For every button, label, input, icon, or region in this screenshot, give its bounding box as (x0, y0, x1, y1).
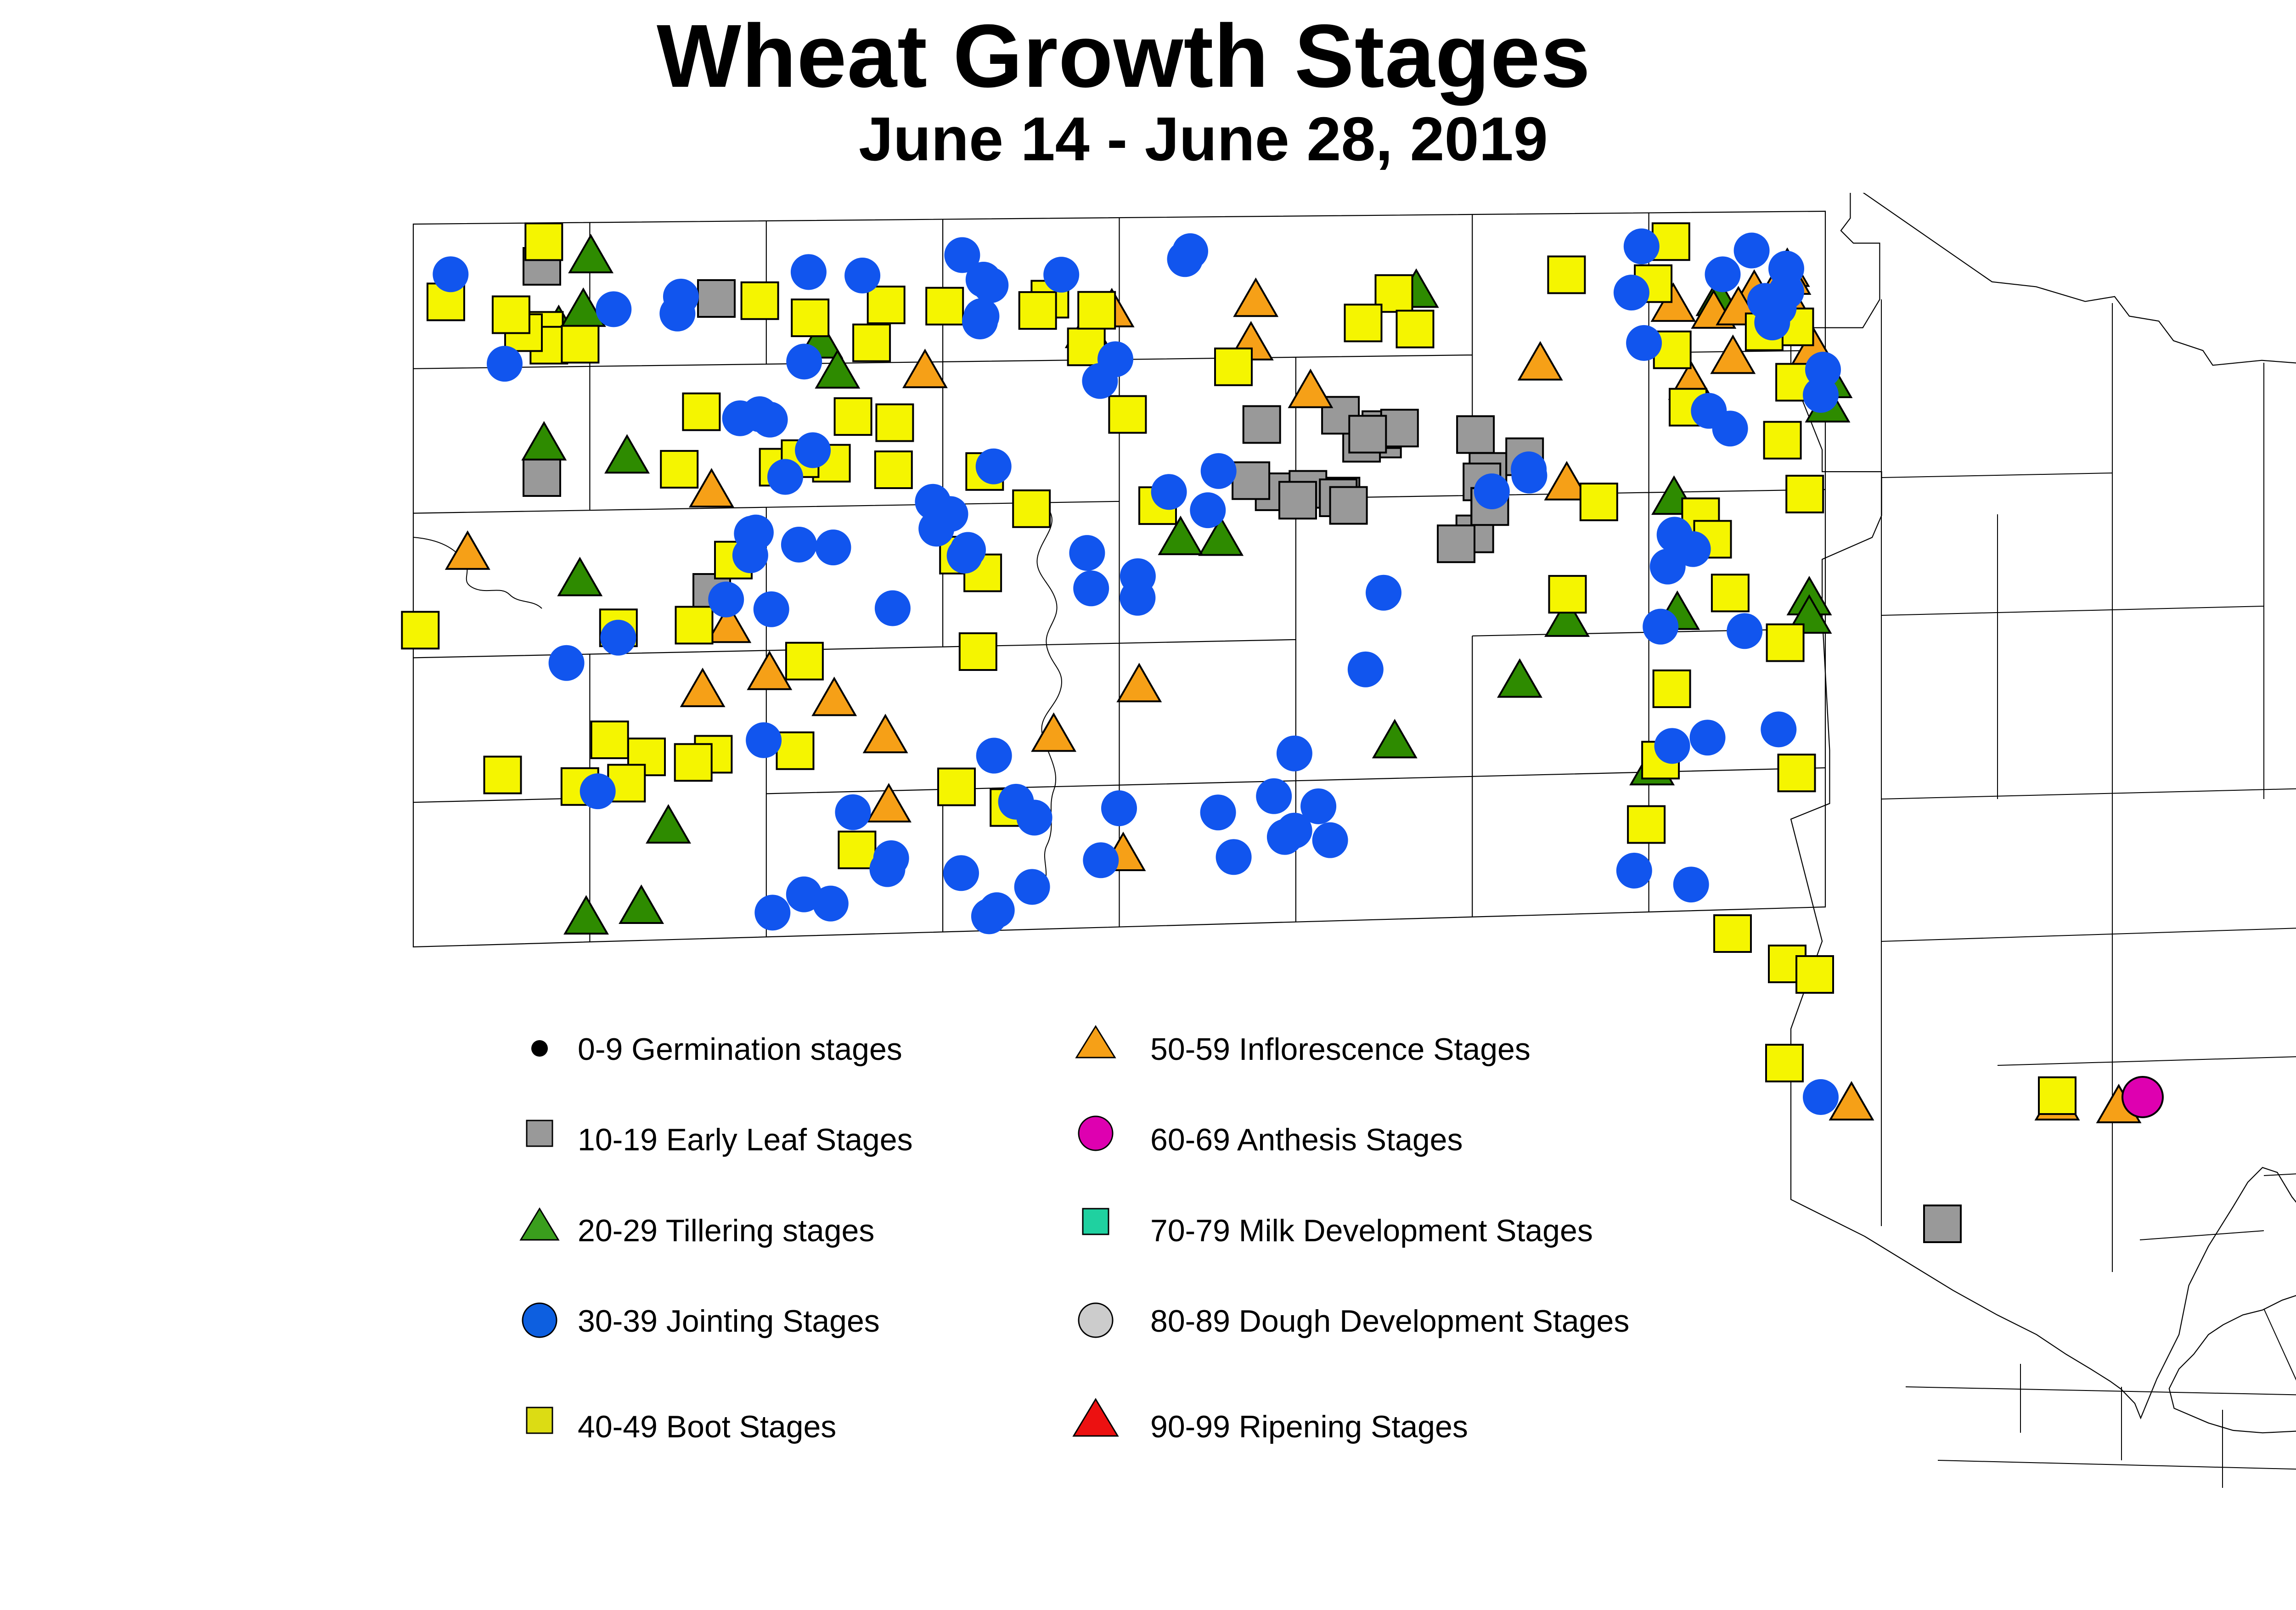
svg-text:10-19 Early Leaf Stages: 10-19 Early Leaf Stages (578, 1122, 913, 1157)
svg-text:20-29 Tillering stages: 20-29 Tillering stages (578, 1213, 874, 1248)
svg-text:90-99 Ripening Stages: 90-99 Ripening Stages (1150, 1409, 1468, 1444)
svg-text:80-89 Dough Development Stages: 80-89 Dough Development Stages (1150, 1304, 1629, 1339)
svg-text:50-59 Inflorescence Stages: 50-59 Inflorescence Stages (1150, 1032, 1531, 1067)
svg-text:0-9 Germination stages: 0-9 Germination stages (578, 1032, 902, 1067)
svg-text:70-79 Milk Development Stages: 70-79 Milk Development Stages (1150, 1213, 1593, 1248)
svg-text:30-39 Jointing Stages: 30-39 Jointing Stages (578, 1304, 880, 1339)
svg-text:60-69 Anthesis Stages: 60-69 Anthesis Stages (1150, 1122, 1463, 1157)
svg-text:40-49 Boot Stages: 40-49 Boot Stages (578, 1409, 836, 1444)
